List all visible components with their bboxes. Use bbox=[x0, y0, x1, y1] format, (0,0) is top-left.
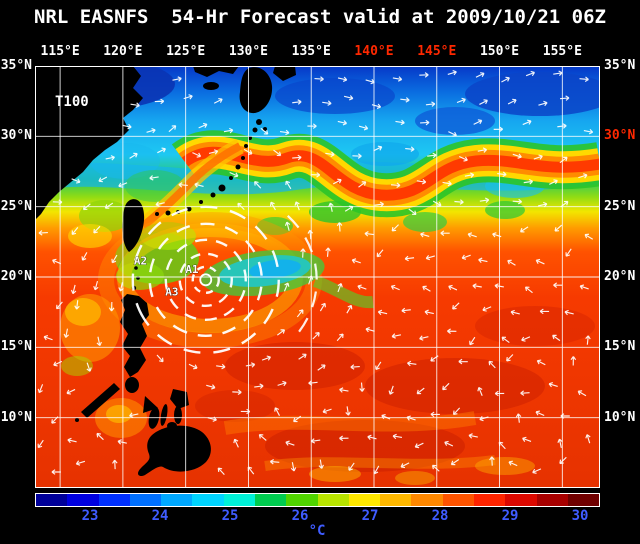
storm-marker-label: A3 bbox=[165, 285, 178, 298]
lat-label-left: 25°N bbox=[0, 198, 32, 214]
lat-label-left: 15°N bbox=[0, 339, 32, 355]
model-run-label: T100 bbox=[55, 94, 89, 110]
lon-label: 130°E bbox=[228, 44, 269, 59]
taiwan bbox=[122, 199, 145, 252]
lat-label-right: 10°N bbox=[604, 409, 636, 425]
colorbar-tick: 29 bbox=[501, 508, 519, 524]
storm-marker-label: A2 bbox=[134, 254, 147, 267]
colorbar bbox=[35, 493, 600, 507]
colorbar-segment bbox=[192, 494, 224, 506]
outer-spiral-arc bbox=[287, 215, 318, 337]
sst-map: A1 A2 A3 T100 bbox=[35, 66, 600, 488]
lat-label-left: 20°N bbox=[0, 269, 32, 284]
leyte bbox=[174, 406, 182, 424]
colorbar-segment bbox=[567, 494, 600, 506]
colorbar-segment bbox=[442, 494, 474, 506]
colorbar-segment bbox=[505, 494, 537, 506]
shikoku bbox=[273, 66, 296, 81]
current-vectors bbox=[37, 69, 594, 475]
spiral-band bbox=[164, 238, 247, 322]
spiral-band bbox=[148, 222, 263, 338]
lon-label: 120°E bbox=[103, 44, 143, 59]
lat-label-right: 35°N bbox=[604, 58, 636, 73]
samar bbox=[170, 389, 189, 409]
palawan bbox=[81, 383, 120, 418]
lon-label: 155°E bbox=[542, 44, 582, 59]
colorbar-tick: 28 bbox=[431, 508, 449, 524]
mindanao bbox=[138, 425, 211, 477]
lon-label: 125°E bbox=[166, 44, 206, 59]
colorbar-unit: °C bbox=[308, 523, 326, 539]
colorbar-segment bbox=[223, 494, 255, 506]
sst-map-canvas: A1 A2 A3 T100 bbox=[35, 66, 600, 488]
cheju-island bbox=[203, 82, 219, 90]
colorbar-segment bbox=[67, 494, 99, 506]
lat-label-right: 20°N bbox=[604, 269, 636, 284]
landmasses bbox=[35, 66, 296, 477]
lat-label-left: 10°N bbox=[0, 409, 32, 425]
colorbar-tick: 24 bbox=[151, 508, 169, 524]
spiral-band bbox=[131, 205, 280, 355]
colorbar-segment bbox=[380, 494, 412, 506]
spiral-band bbox=[191, 265, 220, 295]
storm-marker-label: A1 bbox=[185, 263, 199, 276]
colorbar-tick: 23 bbox=[81, 508, 99, 524]
colorbar-segment bbox=[161, 494, 193, 506]
storm-spiral bbox=[131, 205, 318, 355]
lat-label-right: 30°N bbox=[604, 128, 636, 144]
colorbar-segment bbox=[36, 494, 68, 506]
colorbar-segment bbox=[129, 494, 162, 506]
kyushu bbox=[239, 67, 273, 114]
colorbar-segment bbox=[98, 494, 130, 506]
colorbar-segment bbox=[536, 494, 568, 506]
colorbar-segment bbox=[348, 494, 381, 506]
figure-title: NRL EASNFS 54-Hr Forecast valid at 2009/… bbox=[34, 6, 606, 28]
cebu bbox=[160, 404, 168, 426]
colorbar-segment bbox=[254, 494, 287, 506]
lon-label: 145°E bbox=[417, 44, 457, 59]
lat-label-left: 35°N bbox=[0, 58, 32, 73]
lon-label: 115°E bbox=[40, 44, 80, 59]
mindoro bbox=[125, 377, 139, 393]
lon-label: 135°E bbox=[291, 44, 331, 59]
lat-label-right: 25°N bbox=[604, 198, 636, 214]
colorbar-tick: 25 bbox=[221, 508, 239, 524]
colorbar-segment bbox=[411, 494, 443, 506]
map-border bbox=[35, 66, 600, 488]
lat-label-right: 15°N bbox=[604, 339, 636, 355]
lon-label: 150°E bbox=[479, 44, 520, 59]
china-coast bbox=[35, 66, 143, 220]
korea-tip bbox=[193, 66, 239, 77]
storm-center-ring bbox=[199, 273, 213, 287]
colorbar-segment bbox=[473, 494, 506, 506]
storm-position-labels: A1 A2 A3 bbox=[134, 254, 200, 299]
colorbar-tick: 27 bbox=[361, 508, 379, 524]
colorbar-segment bbox=[317, 494, 349, 506]
spiral-band bbox=[178, 252, 233, 308]
colorbar-tick: 26 bbox=[291, 508, 309, 524]
colorbar-segment bbox=[286, 494, 318, 506]
lon-label: 140°E bbox=[354, 44, 394, 59]
colorbar-tick: 30 bbox=[571, 508, 589, 524]
lat-label-left: 30°N bbox=[0, 128, 32, 144]
